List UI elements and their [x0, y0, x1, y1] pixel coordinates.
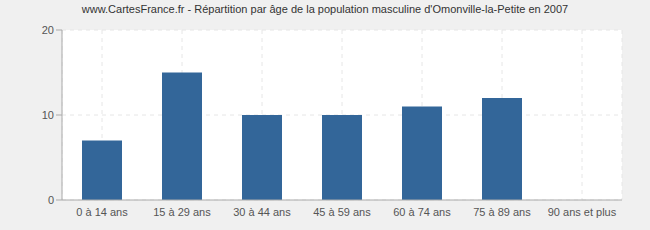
svg-text:45 à 59 ans: 45 à 59 ans — [313, 206, 371, 218]
svg-text:30 à 44 ans: 30 à 44 ans — [233, 206, 291, 218]
svg-text:15 à 29 ans: 15 à 29 ans — [153, 206, 211, 218]
svg-text:20: 20 — [42, 24, 54, 36]
svg-text:0 à 14 ans: 0 à 14 ans — [76, 206, 128, 218]
svg-text:60 à 74 ans: 60 à 74 ans — [393, 206, 451, 218]
html-text:www.CartesFrance.fr - Répartit: www.CartesFrance.fr - Répartition par âg… — [81, 3, 569, 15]
svg-text:0: 0 — [48, 194, 54, 206]
svg-text:10: 10 — [42, 109, 54, 121]
svg-text:75 à 89 ans: 75 à 89 ans — [473, 206, 531, 218]
svg-text:90 ans et plus: 90 ans et plus — [548, 206, 617, 218]
